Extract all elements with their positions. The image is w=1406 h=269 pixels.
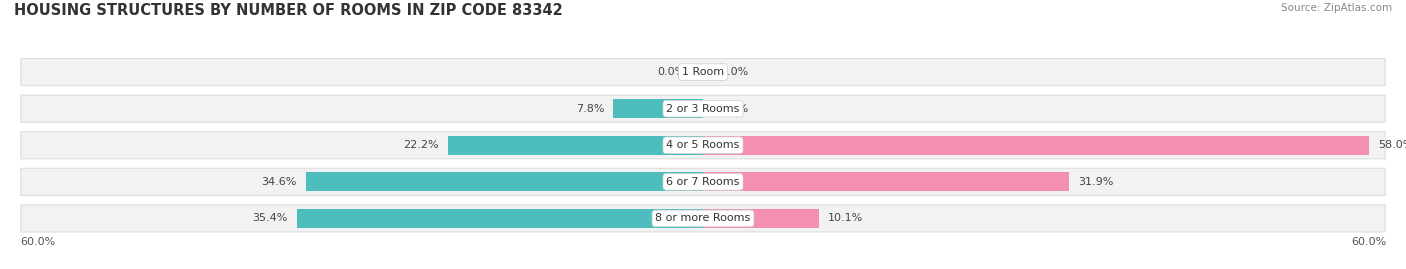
Bar [613, 99, 703, 118]
FancyBboxPatch shape [21, 95, 1385, 122]
Text: 4 or 5 Rooms: 4 or 5 Rooms [666, 140, 740, 150]
Text: 10.1%: 10.1% [828, 213, 863, 224]
Text: 35.4%: 35.4% [252, 213, 287, 224]
Text: 0.0%: 0.0% [658, 67, 686, 77]
Text: 60.0%: 60.0% [20, 237, 55, 247]
Text: 60.0%: 60.0% [1351, 237, 1386, 247]
Text: 1 Room: 1 Room [682, 67, 724, 77]
Text: 0.0%: 0.0% [720, 67, 748, 77]
Text: 34.6%: 34.6% [262, 177, 297, 187]
Bar [703, 136, 1369, 155]
Bar [305, 172, 703, 191]
FancyBboxPatch shape [21, 59, 1385, 86]
Text: HOUSING STRUCTURES BY NUMBER OF ROOMS IN ZIP CODE 83342: HOUSING STRUCTURES BY NUMBER OF ROOMS IN… [14, 3, 562, 18]
Bar [703, 209, 818, 228]
Bar [449, 136, 703, 155]
Text: 2 or 3 Rooms: 2 or 3 Rooms [666, 104, 740, 114]
Text: 7.8%: 7.8% [575, 104, 605, 114]
Bar [297, 209, 703, 228]
Text: 6 or 7 Rooms: 6 or 7 Rooms [666, 177, 740, 187]
FancyBboxPatch shape [21, 132, 1385, 159]
Text: Source: ZipAtlas.com: Source: ZipAtlas.com [1281, 3, 1392, 13]
FancyBboxPatch shape [21, 168, 1385, 195]
Text: 22.2%: 22.2% [404, 140, 439, 150]
Text: 8 or more Rooms: 8 or more Rooms [655, 213, 751, 224]
Text: 58.0%: 58.0% [1378, 140, 1406, 150]
FancyBboxPatch shape [21, 205, 1385, 232]
Text: 0.0%: 0.0% [720, 104, 748, 114]
Bar [703, 172, 1070, 191]
Text: 31.9%: 31.9% [1078, 177, 1114, 187]
